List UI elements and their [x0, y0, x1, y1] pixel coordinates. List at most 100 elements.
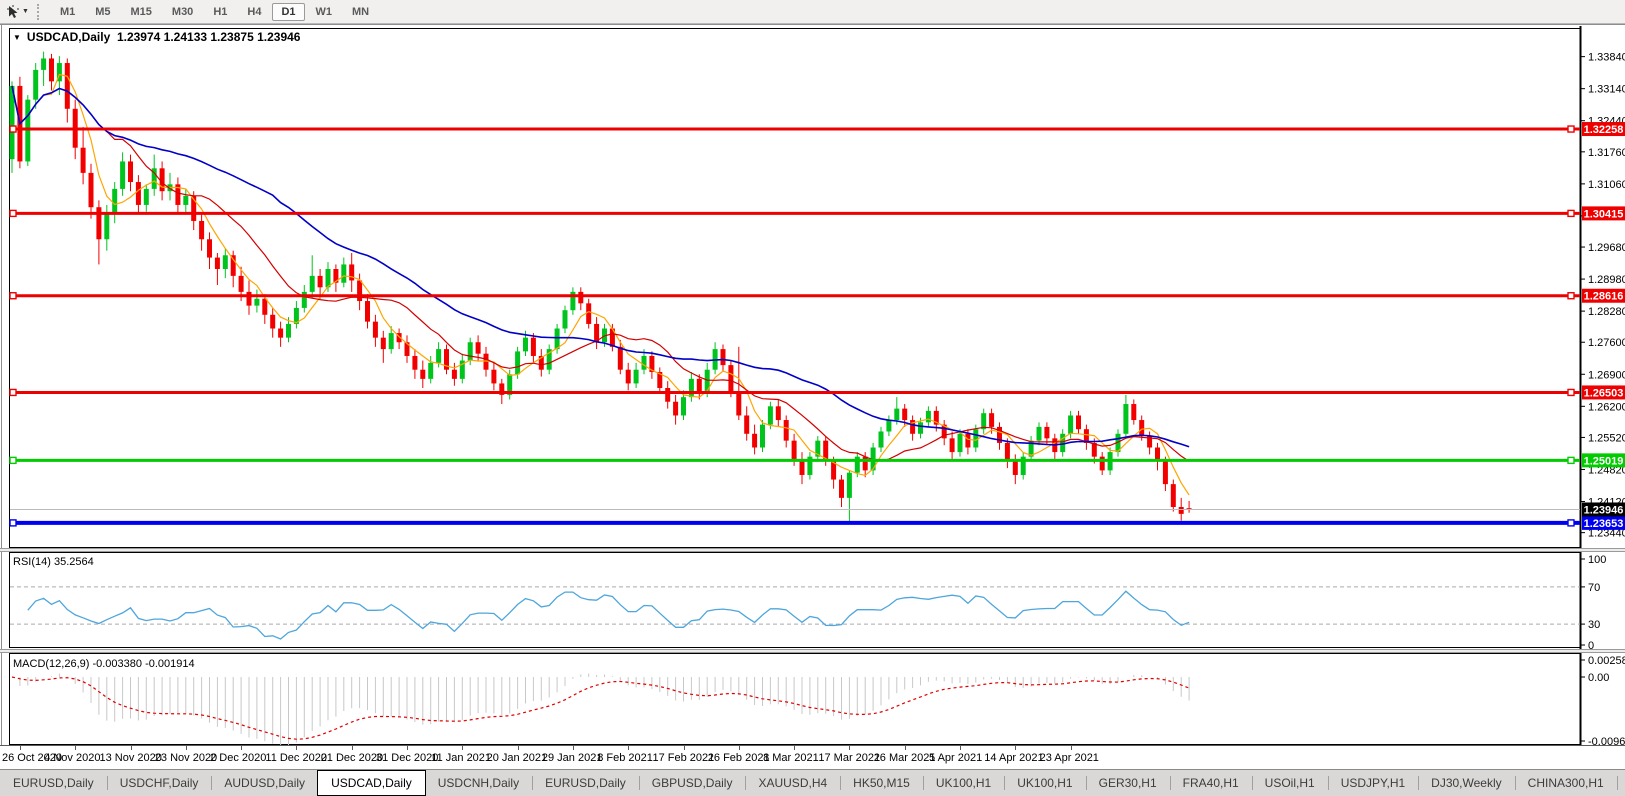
symbol-tab-usdcad-daily[interactable]: USDCAD,Daily	[317, 770, 426, 796]
date-tick	[296, 746, 298, 750]
symbol-tab-audusd-daily[interactable]: AUDUSD,Daily	[211, 770, 318, 796]
svg-text:1.24820: 1.24820	[1588, 464, 1625, 476]
date-tick	[351, 746, 353, 750]
date-tick	[462, 746, 464, 750]
chart-title-symbol: USDCAD,Daily	[26, 30, 111, 44]
symbol-tab-dj30-weekly[interactable]: DJ30,Weekly	[1418, 770, 1514, 796]
timeframe-buttons: M1 M5 M15 M30 H1 H4 D1 W1 MN	[50, 2, 379, 21]
svg-text:0: 0	[1588, 640, 1594, 649]
window-left-border	[1, 25, 2, 769]
svg-text:1.30415: 1.30415	[1584, 208, 1624, 220]
date-label: 11 Jan 2021	[431, 752, 492, 764]
date-label: 23 Apr 2021	[1039, 752, 1099, 764]
date-tick	[517, 746, 519, 750]
price-rsi-splitter[interactable]	[0, 548, 1625, 552]
svg-text:0.00: 0.00	[1588, 672, 1609, 684]
timeframe-button-m15[interactable]: M15	[130, 5, 152, 18]
svg-text:100: 100	[1588, 554, 1606, 566]
date-label: 8 Mar 2021	[763, 752, 819, 764]
timeframe-button-w1[interactable]: W1	[315, 5, 333, 18]
symbol-tab-xauusd-h4[interactable]: XAUUSD,H4	[745, 770, 840, 796]
date-tick	[130, 746, 132, 750]
svg-text:1.26900: 1.26900	[1588, 369, 1625, 381]
date-label: 29 Jan 2021	[541, 752, 603, 764]
symbol-tab-uk100-h1[interactable]: UK100,H1	[922, 770, 1004, 796]
timeframe-button-h1[interactable]: H1	[213, 5, 228, 18]
svg-text:30: 30	[1588, 619, 1600, 631]
symbol-tab-eurusd-daily[interactable]: EURUSD,Daily	[13, 776, 94, 790]
date-tick	[407, 746, 408, 750]
rsi-panel-svg[interactable]: 100 70 30 0	[0, 552, 1625, 649]
rsi-frame	[9, 552, 1582, 649]
date-label: 26 Mar 2021	[873, 752, 936, 764]
symbol-tab-hk50-m15[interactable]: HK50,M15	[840, 770, 923, 796]
symbol-tab-ger30-h1[interactable]: GER30,H1	[1085, 770, 1170, 796]
macd-histogram	[19, 673, 1190, 745]
cursor-tool-dropdown-icon[interactable]: ▼	[22, 8, 29, 15]
symbol-tab-china300-h1[interactable]: CHINA300,H1	[1514, 770, 1617, 796]
date-tick	[628, 746, 630, 750]
date-label: 4 Nov 2020	[44, 752, 101, 764]
date-axis[interactable]: 26 Oct 2020 4 Nov 2020 13 Nov 2020 23 Nov 2…	[0, 745, 1625, 769]
rsi-indicator-label: RSI(14) 35.2564	[13, 556, 94, 568]
price-chart-svg[interactable]: 1.338401.331401.324401.317601.310601.303…	[0, 26, 1625, 548]
svg-text:1.29680: 1.29680	[1588, 242, 1625, 254]
toolbar-grip[interactable]	[36, 3, 42, 20]
chart-title-dropdown-icon[interactable]: ▼	[13, 33, 21, 42]
symbol-tab-bar: EURUSD,Daily USDCHF,Daily AUDUSD,Daily USDC…	[0, 769, 1625, 796]
chart-window[interactable]	[0, 24, 1625, 746]
date-label: 26 Feb 2021	[707, 752, 770, 764]
timeframe-button-m1[interactable]: M1	[59, 5, 76, 18]
rsi-levels	[10, 586, 1580, 625]
svg-text:0.00258: 0.00258	[1588, 655, 1625, 667]
date-label: 8 Feb 2021	[597, 752, 653, 764]
date-label: 21 Dec 2020	[320, 752, 384, 764]
date-tick	[241, 746, 243, 750]
macd-panel-svg[interactable]: 0.00258 0.00 -0.009687	[0, 653, 1625, 745]
date-tick	[75, 746, 77, 750]
symbol-tab-u[interactable]: U	[1616, 770, 1625, 796]
date-label: 11 Dec 2020	[265, 752, 327, 764]
symbol-tab-usdjpy-h1[interactable]: USDJPY,H1	[1327, 770, 1418, 796]
date-tick	[960, 746, 961, 750]
rsi-line	[27, 590, 1190, 640]
svg-text:70: 70	[1588, 582, 1600, 594]
svg-text:1.25019: 1.25019	[1584, 455, 1624, 467]
symbol-tab-uk100-h1[interactable]: UK100,H1	[1004, 770, 1085, 796]
svg-text:1.23946: 1.23946	[1584, 504, 1624, 516]
timeframe-button-m5[interactable]: M5	[95, 5, 111, 18]
date-tick	[185, 746, 187, 750]
timeframe-button-m30[interactable]: M30	[171, 5, 194, 18]
timeframe-button-d1[interactable]: D1	[272, 2, 305, 21]
date-tick	[683, 746, 685, 750]
date-label: 2 Dec 2020	[210, 752, 267, 764]
svg-text:1.23653: 1.23653	[1584, 518, 1624, 530]
symbol-tab-usdchf-daily[interactable]: USDCHF,Daily	[106, 770, 212, 796]
macd-frame	[9, 653, 1582, 745]
rsi-macd-splitter[interactable]	[0, 649, 1625, 653]
horizontal-lines-layer: 1.32258 1.30415 1.28616 1.26503 1.25019 1.236…	[9, 122, 1625, 530]
price-frame	[9, 26, 1582, 548]
top-toolbar: ▼ M1 M5 M15 M30 H1 H4 D1 W1 MN	[0, 0, 1625, 24]
svg-text:1.27600: 1.27600	[1588, 337, 1625, 349]
candles-layer	[9, 51, 1192, 524]
svg-text:1.28616: 1.28616	[1584, 291, 1624, 303]
cursor-tool-icon[interactable]	[5, 4, 21, 20]
date-tick	[738, 746, 740, 750]
date-label: 20 Jan 2021	[486, 752, 548, 764]
symbol-tab-gbpusd-daily[interactable]: GBPUSD,Daily	[638, 770, 746, 796]
symbol-tab-eurusd-daily[interactable]: EURUSD,Daily	[532, 770, 639, 796]
timeframe-button-mn[interactable]: MN	[352, 5, 370, 18]
date-tick	[1070, 746, 1072, 750]
svg-text:1.25520: 1.25520	[1588, 432, 1625, 444]
timeframe-button-h4[interactable]: H4	[247, 5, 262, 18]
symbol-tab-usoil-h1[interactable]: USOil,H1	[1251, 770, 1328, 796]
date-label: 14 Apr 2021	[984, 752, 1044, 764]
rsi-axis-ticks: 100 70 30 0	[1580, 554, 1606, 649]
symbol-tab-usdcnh-daily[interactable]: USDCNH,Daily	[424, 770, 532, 796]
symbol-tab-fra40-h1[interactable]: FRA40,H1	[1169, 770, 1252, 796]
svg-text:1.32258: 1.32258	[1584, 124, 1624, 136]
macd-signal-line	[11, 676, 1190, 740]
macd-indicator-label: MACD(12,26,9) -0.003380 -0.001914	[13, 658, 195, 670]
date-label: 23 Nov 2020	[154, 752, 218, 764]
